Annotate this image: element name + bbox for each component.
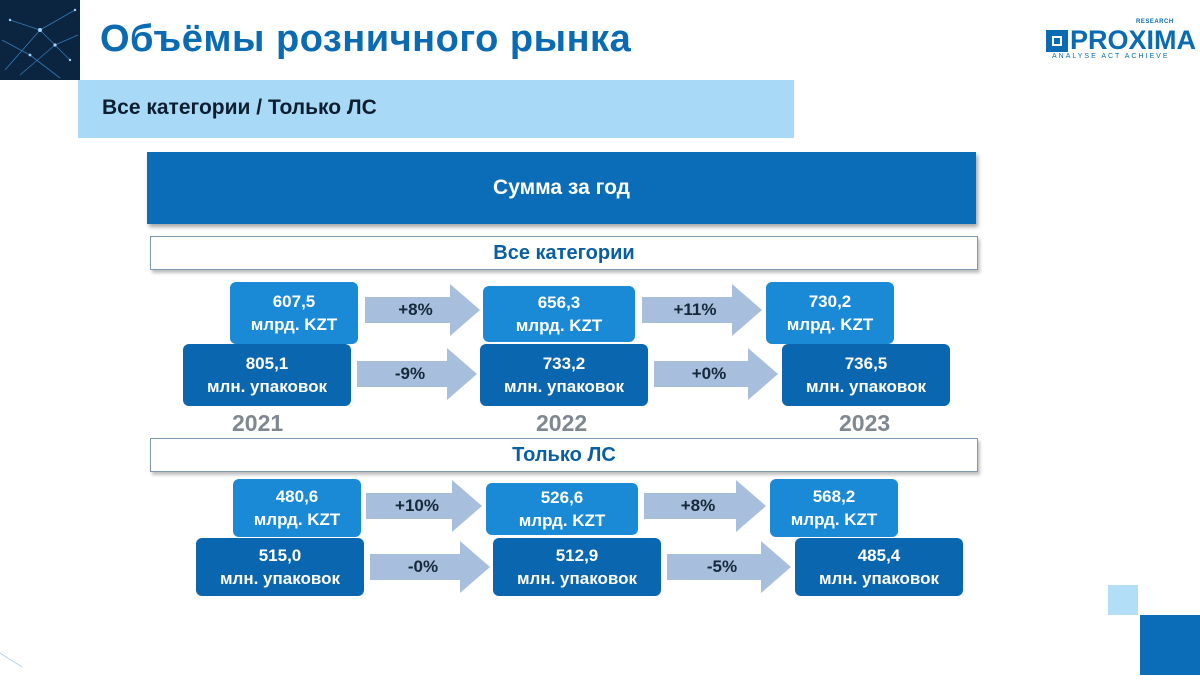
value-unit: млн. упаковок — [206, 377, 328, 396]
change-arrow: +11% — [642, 284, 762, 336]
value-box-kzt-2021: 607,5 млрд. KZT — [230, 282, 358, 344]
change-label: +11% — [673, 300, 717, 319]
change-label: +8% — [680, 496, 716, 515]
change-label: +8% — [398, 300, 433, 319]
change-label: +0% — [691, 364, 727, 383]
network-background-image — [0, 0, 80, 80]
value-unit: млрд. KZT — [250, 315, 338, 334]
page-title: Объёмы розничного рынка — [100, 18, 632, 60]
value-box-packs-2023: 736,5 млн. упаковок — [782, 344, 950, 406]
value-unit: млн. упаковок — [516, 569, 638, 588]
year-label: 2022 — [536, 410, 588, 436]
subtitle-band — [78, 80, 794, 138]
year-label: 2021 — [232, 410, 284, 436]
value-unit: млрд. KZT — [253, 510, 341, 529]
value-number: 485,4 — [857, 546, 901, 565]
value-number: 607,5 — [272, 292, 316, 311]
decor-square-dark — [1140, 615, 1200, 675]
value-number: 480,6 — [275, 487, 319, 506]
value-box-packs-2022: 512,9 млн. упаковок — [493, 538, 661, 596]
logo-word: PROXIMA — [1070, 25, 1197, 55]
decor-square-light — [1108, 585, 1138, 615]
value-number: 526,6 — [540, 488, 584, 507]
proxima-logo: PROXIMA RESEARCH ANALYSE ACT ACHIEVE — [1046, 19, 1196, 64]
section-title-drugs-only: Только ЛС — [150, 438, 978, 472]
value-unit: млн. упаковок — [219, 569, 341, 588]
section-title-all-categories: Все категории — [150, 236, 978, 270]
value-box-packs-2023: 485,4 млн. упаковок — [795, 538, 963, 596]
value-box-packs-2021: 805,1 млн. упаковок — [183, 344, 351, 406]
change-label: -0% — [407, 557, 439, 576]
value-number: 568,2 — [812, 487, 856, 506]
value-box-kzt-2022: 526,6 млрд. KZT — [486, 483, 638, 535]
value-unit: млн. упаковок — [503, 377, 625, 396]
value-unit: млн. упаковок — [818, 569, 940, 588]
subtitle: Все категории / Только ЛС — [102, 96, 377, 119]
change-arrow: -5% — [667, 541, 791, 593]
value-box-packs-2021: 515,0 млн. упаковок — [196, 538, 364, 596]
value-number: 736,5 — [844, 354, 888, 373]
change-label: +10% — [395, 496, 439, 515]
change-label: -5% — [706, 557, 738, 576]
change-arrow: +0% — [654, 348, 778, 400]
change-arrow: +8% — [644, 480, 766, 532]
change-arrow: -0% — [370, 541, 490, 593]
header-bar: Сумма за год — [147, 152, 976, 224]
value-number: 730,2 — [808, 292, 852, 311]
logo-tagline: ANALYSE ACT ACHIEVE — [1052, 53, 1170, 60]
value-unit: млрд. KZT — [786, 315, 874, 334]
value-box-kzt-2022: 656,3 млрд. KZT — [483, 286, 635, 342]
change-label: -9% — [394, 364, 426, 383]
logo-mark-icon — [1046, 30, 1068, 52]
year-label: 2023 — [839, 410, 891, 436]
value-box-packs-2022: 733,2 млн. упаковок — [480, 344, 648, 406]
change-arrow: +10% — [366, 480, 482, 532]
value-number: 733,2 — [542, 354, 586, 373]
change-arrow: +8% — [365, 284, 480, 336]
value-box-kzt-2023: 730,2 млрд. KZT — [766, 282, 894, 344]
change-arrow: -9% — [357, 348, 477, 400]
value-unit: млрд. KZT — [515, 316, 603, 335]
value-box-kzt-2021: 480,6 млрд. KZT — [233, 479, 361, 537]
decor-corner-line — [0, 645, 30, 675]
value-unit: млрд. KZT — [518, 511, 606, 530]
value-box-kzt-2023: 568,2 млрд. KZT — [770, 479, 898, 537]
value-number: 512,9 — [555, 546, 599, 565]
value-unit: млн. упаковок — [805, 377, 927, 396]
logo-research-label: RESEARCH — [1136, 19, 1174, 25]
value-number: 656,3 — [537, 293, 581, 312]
value-number: 515,0 — [258, 546, 302, 565]
value-unit: млрд. KZT — [790, 510, 878, 529]
value-number: 805,1 — [245, 354, 289, 373]
